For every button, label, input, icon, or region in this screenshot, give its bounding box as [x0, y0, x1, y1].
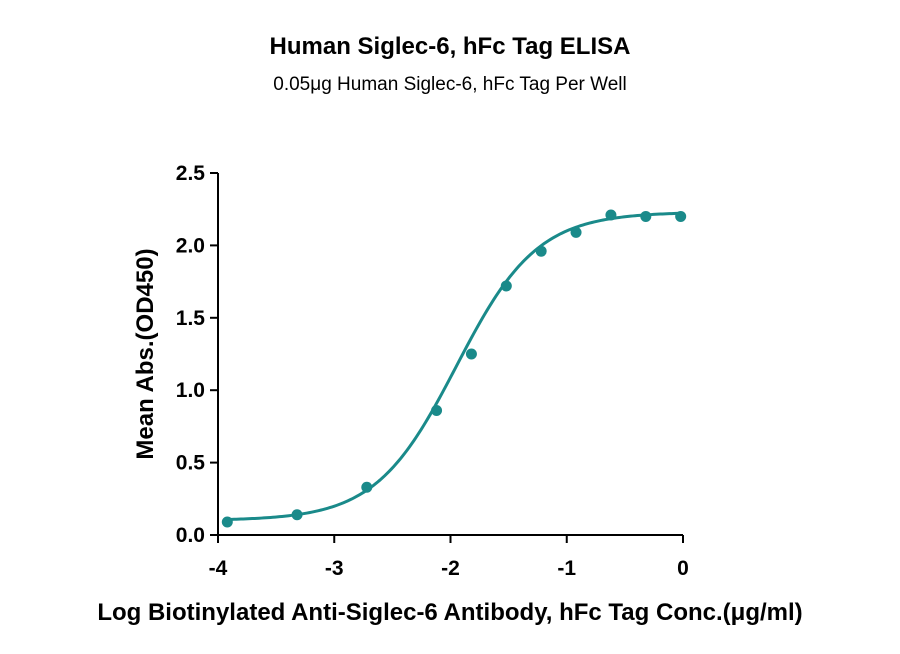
- data-point: [221, 516, 233, 528]
- y-tick-label: 0.0: [176, 524, 205, 547]
- data-points: [221, 209, 687, 528]
- data-point: [500, 280, 512, 292]
- y-tick-label: 1.5: [176, 307, 206, 330]
- data-point: [291, 509, 303, 521]
- y-tick-label: 1.0: [176, 379, 205, 402]
- x-axis-title: Log Biotinylated Anti-Siglec-6 Antibody,…: [97, 599, 802, 626]
- data-point: [570, 226, 582, 238]
- chart-subtitle: 0.05μg Human Siglec-6, hFc Tag Per Well: [273, 74, 626, 95]
- y-axis-title: Mean Abs.(OD450): [132, 248, 159, 459]
- x-tick-label: 0: [677, 557, 689, 580]
- data-point: [640, 210, 652, 222]
- chart-title: Human Siglec-6, hFc Tag ELISA: [270, 33, 631, 60]
- data-point: [465, 348, 477, 360]
- y-tick-label: 2.5: [176, 162, 206, 185]
- x-axis: -4 -3 -2 -1 0: [209, 534, 689, 580]
- x-tick-label: -2: [441, 557, 460, 580]
- y-tick-label: 0.5: [176, 452, 206, 475]
- data-point: [605, 209, 617, 221]
- x-tick-label: -1: [557, 557, 576, 580]
- data-point: [431, 404, 443, 416]
- x-tick-label: -4: [209, 557, 228, 580]
- data-point: [675, 210, 687, 222]
- fit-curve: [227, 211, 684, 521]
- y-axis: 0.0 0.5 1.0 1.5 2.0 2.5: [176, 162, 219, 547]
- data-point: [361, 481, 373, 493]
- y-tick-label: 2.0: [176, 234, 205, 257]
- data-point: [535, 245, 547, 257]
- x-tick-label: -3: [325, 557, 344, 580]
